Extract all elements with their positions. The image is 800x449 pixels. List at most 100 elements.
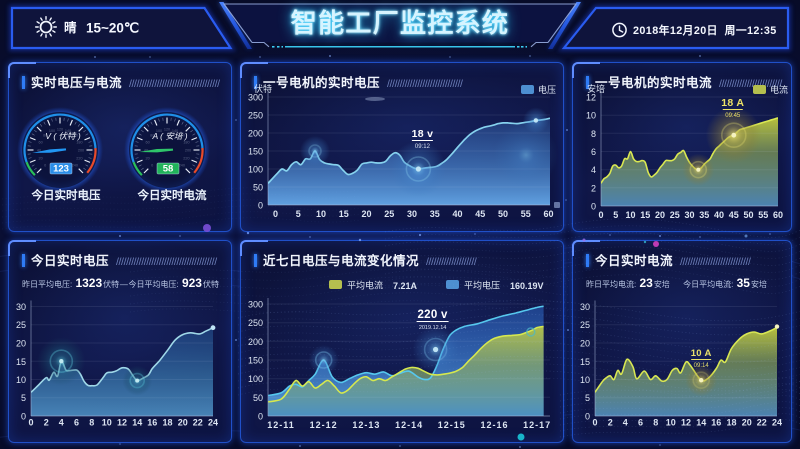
svg-text:120: 120: [164, 128, 170, 132]
svg-text:10: 10: [586, 111, 596, 121]
svg-text:伏特: 伏特: [254, 83, 272, 94]
svg-text:0: 0: [151, 163, 153, 167]
svg-text:12-13: 12-13: [352, 420, 380, 430]
svg-text:20: 20: [16, 339, 26, 349]
svg-text:2: 2: [44, 418, 49, 428]
svg-text:5: 5: [21, 393, 26, 403]
svg-text:5: 5: [585, 393, 590, 403]
svg-text:35: 35: [430, 209, 440, 219]
svg-text:100: 100: [248, 165, 263, 175]
svg-text:20: 20: [580, 339, 590, 349]
svg-text:150: 150: [248, 356, 263, 366]
svg-text:2018年12月20日 周一12:35: 2018年12月20日 周一12:35: [633, 23, 777, 37]
svg-text:22: 22: [757, 418, 767, 428]
svg-text:0: 0: [28, 418, 33, 428]
svg-text:45: 45: [475, 209, 485, 219]
svg-text:6: 6: [638, 418, 643, 428]
svg-text:14: 14: [132, 418, 142, 428]
svg-text:10: 10: [102, 418, 112, 428]
svg-text:12-17: 12-17: [523, 420, 551, 430]
svg-text:20: 20: [655, 210, 665, 220]
svg-text:15: 15: [339, 209, 349, 219]
svg-text:80: 80: [43, 134, 47, 138]
svg-text:15: 15: [640, 210, 650, 220]
svg-text:18 A: 18 A: [721, 97, 744, 109]
svg-text:10: 10: [16, 375, 26, 385]
svg-text:4: 4: [59, 418, 64, 428]
svg-text:2019.12.14: 2019.12.14: [419, 325, 447, 331]
svg-text:45: 45: [729, 210, 739, 220]
svg-text:20: 20: [38, 157, 42, 161]
svg-text:8: 8: [89, 418, 94, 428]
svg-text:0: 0: [598, 210, 603, 220]
svg-text:20: 20: [361, 209, 371, 219]
svg-text:15~20℃: 15~20℃: [86, 21, 140, 36]
svg-text:180: 180: [76, 141, 82, 145]
svg-text:7.21A: 7.21A: [393, 281, 418, 291]
svg-text:80: 80: [150, 134, 154, 138]
svg-text:12-11: 12-11: [267, 420, 295, 430]
svg-text:10 A: 10 A: [691, 348, 712, 359]
svg-text:10: 10: [625, 210, 635, 220]
svg-text:50: 50: [253, 393, 263, 403]
svg-text:30: 30: [684, 210, 694, 220]
svg-text:160.19V: 160.19V: [510, 281, 544, 291]
svg-text:35: 35: [699, 210, 709, 220]
svg-text:12-15: 12-15: [438, 420, 466, 430]
svg-text:0: 0: [44, 163, 46, 167]
svg-text:0: 0: [591, 202, 596, 212]
svg-text:200: 200: [248, 337, 263, 347]
svg-text:0: 0: [273, 209, 278, 219]
svg-text:晴: 晴: [64, 20, 77, 35]
svg-text:18 v: 18 v: [412, 128, 434, 140]
svg-text:200: 200: [78, 149, 84, 153]
svg-text:5: 5: [613, 210, 618, 220]
svg-text:电流: 电流: [770, 84, 788, 95]
svg-text:12-16: 12-16: [480, 420, 508, 430]
svg-text:60: 60: [38, 141, 42, 145]
svg-text:250: 250: [248, 111, 263, 121]
svg-text:16: 16: [711, 418, 721, 428]
svg-text:18: 18: [162, 418, 172, 428]
svg-text:30: 30: [16, 302, 26, 312]
svg-text:240: 240: [72, 163, 78, 167]
svg-text:40: 40: [144, 149, 148, 153]
svg-text:0: 0: [21, 412, 26, 422]
svg-text:2: 2: [591, 183, 596, 193]
svg-text:12: 12: [117, 418, 127, 428]
svg-text:20: 20: [178, 418, 188, 428]
svg-text:220: 220: [76, 157, 82, 161]
svg-text:50: 50: [498, 209, 508, 219]
svg-text:今日实时电流: 今日实时电流: [137, 188, 207, 202]
svg-text:平均电压: 平均电压: [464, 280, 500, 291]
svg-text:100: 100: [49, 129, 55, 133]
svg-text:电压: 电压: [538, 84, 556, 95]
svg-text:0: 0: [258, 201, 263, 211]
svg-text:30: 30: [407, 209, 417, 219]
svg-text:4: 4: [623, 418, 628, 428]
svg-text:8: 8: [653, 418, 658, 428]
svg-text:18: 18: [726, 418, 736, 428]
svg-text:300: 300: [248, 300, 263, 310]
svg-text:平均电流: 平均电流: [347, 280, 383, 291]
svg-text:0: 0: [585, 412, 590, 422]
svg-text:150: 150: [248, 147, 263, 157]
svg-text:240: 240: [179, 163, 185, 167]
svg-text:12-14: 12-14: [395, 420, 423, 430]
svg-text:50: 50: [743, 210, 753, 220]
svg-text:58: 58: [163, 164, 174, 175]
svg-text:2: 2: [608, 418, 613, 428]
svg-text:160: 160: [72, 134, 78, 138]
svg-text:0: 0: [258, 412, 263, 422]
svg-text:12-12: 12-12: [310, 420, 338, 430]
svg-text:300: 300: [248, 93, 263, 103]
svg-text:0: 0: [592, 418, 597, 428]
svg-text:100: 100: [248, 374, 263, 384]
svg-text:40: 40: [714, 210, 724, 220]
svg-text:160: 160: [179, 134, 185, 138]
svg-text:4: 4: [591, 165, 596, 175]
svg-text:24: 24: [208, 418, 218, 428]
svg-text:25: 25: [384, 209, 394, 219]
svg-text:55: 55: [521, 209, 531, 219]
svg-text:200: 200: [185, 149, 191, 153]
